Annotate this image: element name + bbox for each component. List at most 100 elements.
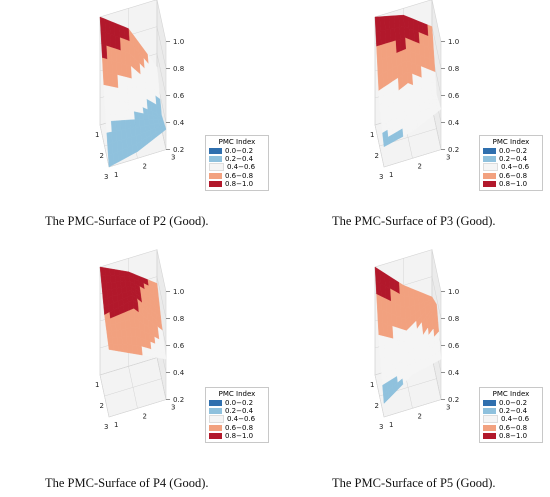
figure-caption: The PMC-Surface of P5 (Good).: [332, 476, 496, 490]
surface-patch: [118, 100, 125, 112]
legend-swatch: [209, 408, 222, 415]
z-tick-label: 0.2: [173, 146, 184, 154]
legend-item: 0.2−0.4: [483, 155, 539, 163]
legend-title: PMC Index: [492, 138, 530, 146]
y-tick-label: 1: [389, 171, 393, 179]
x-tick-label: 2: [100, 152, 104, 160]
grid-line: [383, 399, 442, 418]
grid-line: [108, 149, 167, 168]
legend-label: 0.6−0.8: [499, 423, 528, 432]
y-tick-label: 2: [418, 412, 422, 420]
legend-item: 0.6−0.8: [209, 172, 265, 180]
x-tick-label: 3: [104, 423, 108, 431]
legend-item: 0.6−0.8: [483, 172, 539, 180]
legend-label: 0.8−1.0: [225, 179, 254, 188]
legend-label: 0.0−0.2: [499, 147, 528, 156]
legend-item: 0.4−0.6: [209, 163, 265, 172]
z-tick-label: 1.0: [448, 288, 459, 296]
x-tick-label: 3: [379, 423, 383, 431]
surface-patch: [120, 119, 127, 131]
z-tick-label: 0.4: [448, 119, 460, 127]
surface-patch: [101, 282, 108, 292]
surface-patch: [414, 99, 421, 107]
surface-patch: [115, 281, 122, 289]
x-tick-label: 3: [104, 173, 108, 181]
surface-patch: [123, 270, 130, 277]
surface-patch: [119, 275, 126, 282]
surface-patch: [105, 120, 112, 134]
surface-patch: [404, 296, 411, 309]
legend-item: 0.8−1.0: [483, 180, 539, 188]
surface-patch: [116, 329, 123, 338]
surface-patch: [383, 136, 390, 148]
surface-patch: [107, 337, 114, 345]
surface-patch: [108, 153, 115, 168]
surface-patch: [376, 44, 383, 62]
z-tick-label: 0.2: [448, 146, 459, 154]
legend-swatch: [209, 180, 222, 187]
surface-patch: [116, 129, 123, 142]
legend-swatch: [209, 400, 222, 407]
grid-line: [383, 149, 442, 168]
legend-item: 0.6−0.8: [209, 424, 265, 432]
legend-swatch: [483, 180, 496, 187]
surface-patch: [378, 334, 385, 350]
surface-patch: [393, 350, 400, 358]
surface-patch: [379, 348, 386, 359]
surface-patch: [99, 266, 106, 276]
y-tick-label: 2: [143, 162, 147, 170]
surface-patch: [128, 102, 135, 112]
legend-swatch: [209, 156, 222, 163]
z-tick-label: 0.6: [173, 92, 185, 100]
grid-line: [156, 357, 167, 400]
surface-patch: [101, 43, 108, 60]
y-tick-label: 1: [389, 421, 393, 429]
y-tick-label: 2: [143, 412, 147, 420]
legend-label: 0.6−0.8: [225, 171, 254, 180]
surface-patch: [114, 110, 121, 122]
legend-swatch: [483, 172, 496, 179]
legend: PMC Index 0.0−0.2 0.2−0.4 0.4−0.6 0.6−0.8 0.…: [205, 135, 269, 191]
legend-swatch: [209, 148, 222, 155]
surface-patch: [125, 128, 132, 139]
surface-patch: [377, 321, 384, 337]
z-tick-label: 0.4: [173, 119, 185, 127]
z-tick-label: 1.0: [173, 288, 184, 296]
surface-patch: [100, 274, 107, 284]
z-tick-label: 0.8: [173, 65, 184, 73]
legend: PMC Index 0.0−0.2 0.2−0.4 0.4−0.6 0.6−0.8 0.…: [479, 387, 543, 443]
legend-swatch: [483, 156, 496, 163]
z-tick-label: 0.2: [448, 396, 459, 404]
x-tick-label: 1: [370, 381, 374, 389]
surface-patch: [375, 30, 382, 47]
surface-patch: [99, 16, 106, 33]
y-tick-label: 1: [114, 171, 118, 179]
legend-item: 0.2−0.4: [483, 407, 539, 415]
legend-swatch: [483, 148, 496, 155]
surface-patch: [398, 14, 405, 28]
legend-label: 0.2−0.4: [225, 407, 254, 416]
surface-patch: [109, 99, 116, 111]
surface-patch: [103, 84, 110, 100]
legend-label: 0.8−1.0: [225, 431, 254, 440]
z-tick-label: 1.0: [448, 38, 459, 46]
surface-patch: [120, 320, 127, 330]
surface-patch: [377, 58, 384, 77]
surface-patch: [384, 349, 391, 358]
surface-patch: [104, 98, 111, 111]
legend-swatch: [483, 400, 496, 407]
surface-patch: [418, 93, 425, 100]
x-tick-label: 3: [379, 173, 383, 181]
legend-item: 0.0−0.2: [483, 147, 539, 155]
surface-patch: [383, 390, 390, 404]
grid-line: [108, 399, 167, 418]
legend-swatch: [209, 163, 224, 172]
legend-swatch: [483, 432, 496, 439]
legend-item: 0.0−0.2: [483, 399, 539, 407]
legend-label: 0.4−0.6: [227, 163, 256, 172]
surface-patch: [400, 37, 407, 52]
chart-panel-p3: 0.2 0.4 0.6 0.8 1.0 1 2 3 1 2 3 PMC Index 0.0−0.2 0…: [275, 0, 550, 240]
figure-caption: The PMC-Surface of P3 (Good).: [332, 214, 496, 228]
figure-caption: The PMC-Surface of P4 (Good).: [45, 476, 209, 490]
